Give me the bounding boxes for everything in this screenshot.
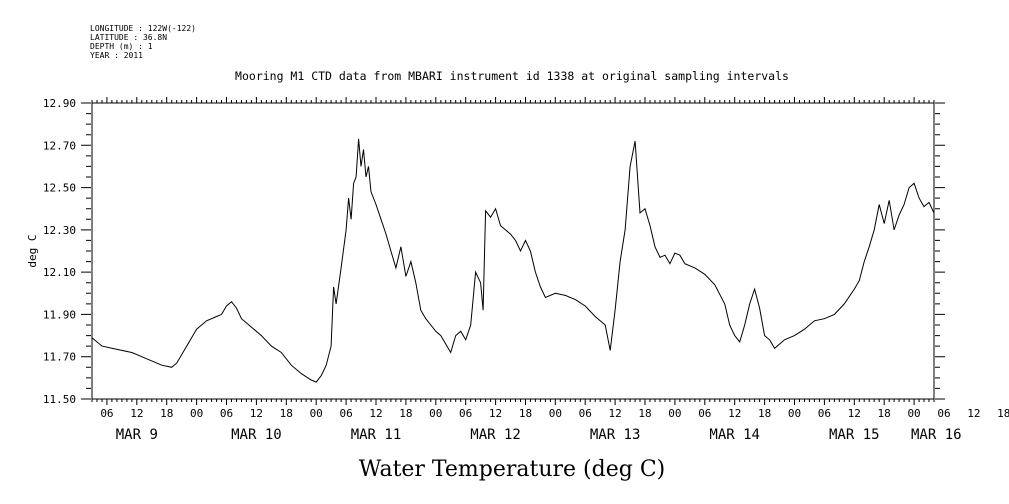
- x-hour-label: 12: [848, 407, 861, 420]
- x-hour-label: 18: [878, 407, 891, 420]
- x-day-label: MAR 11: [351, 427, 402, 443]
- x-day-label: MAR 14: [709, 427, 760, 443]
- x-hour-label: 00: [429, 407, 442, 420]
- y-tick-label: 12.30: [43, 224, 76, 237]
- x-day-label: MAR 13: [590, 427, 641, 443]
- meta-year: YEAR : 2011: [90, 51, 143, 60]
- x-hour-label: 00: [668, 407, 681, 420]
- x-hour-label: 06: [220, 407, 233, 420]
- x-hour-label: 18: [638, 407, 651, 420]
- x-hour-labels: 06 12 18 00 06 12 18 00 06 12 18 00 06 12 18 00 06 12 18 00…: [100, 407, 1009, 420]
- x-axis-label: Water Temperature (deg C): [359, 457, 666, 482]
- tick-marks: [81, 97, 945, 405]
- x-hour-label: 12: [250, 407, 263, 420]
- x-day-label: MAR 12: [470, 427, 521, 443]
- x-hour-label: 18: [160, 407, 173, 420]
- x-hour-label: 00: [788, 407, 801, 420]
- tick-mark-path: [81, 97, 945, 405]
- x-hour-label: 06: [698, 407, 711, 420]
- y-axis-label: deg C: [26, 234, 39, 267]
- x-hour-label: 06: [339, 407, 352, 420]
- x-hour-label: 18: [758, 407, 771, 420]
- x-hour-label: 00: [310, 407, 323, 420]
- x-hour-label: 18: [519, 407, 532, 420]
- x-hour-label: 18: [280, 407, 293, 420]
- x-hour-label: 18: [997, 407, 1009, 420]
- chart-title: Mooring M1 CTD data from MBARI instrumen…: [235, 69, 789, 83]
- x-hour-label: 00: [549, 407, 562, 420]
- y-tick-labels: 11.50 11.70 11.90 12.10 12.30 12.50 12.70 12.90: [43, 97, 76, 406]
- x-hour-label: 00: [190, 407, 203, 420]
- x-hour-label: 12: [728, 407, 741, 420]
- x-hour-label: 12: [967, 407, 980, 420]
- y-tick-label: 12.50: [43, 182, 76, 195]
- x-hour-label: 06: [459, 407, 472, 420]
- y-tick-label: 11.90: [43, 308, 76, 321]
- y-tick-label: 11.70: [43, 351, 76, 364]
- series-line: [91, 113, 935, 383]
- x-hour-label: 06: [579, 407, 592, 420]
- y-tick-label: 12.90: [43, 97, 76, 110]
- meta-block: LONGITUDE : 122W(-122) LATITUDE : 36.8N …: [90, 24, 196, 60]
- y-tick-label: 12.70: [43, 139, 76, 152]
- x-hour-label: 12: [609, 407, 622, 420]
- meta-latitude: LATITUDE : 36.8N: [90, 33, 167, 42]
- x-day-label: MAR 9: [116, 427, 158, 443]
- x-day-label: MAR 10: [231, 427, 282, 443]
- x-hour-label: 18: [399, 407, 412, 420]
- meta-longitude: LONGITUDE : 122W(-122): [90, 24, 196, 33]
- x-hour-label: 06: [937, 407, 950, 420]
- x-hour-label: 12: [369, 407, 382, 420]
- x-hour-label: 06: [818, 407, 831, 420]
- x-day-label: MAR 16: [911, 427, 962, 443]
- x-hour-label: 12: [130, 407, 143, 420]
- x-hour-label: 12: [489, 407, 502, 420]
- plot-frame: [91, 102, 935, 400]
- x-day-labels: MAR 9 MAR 10 MAR 11 MAR 12 MAR 13 MAR 14 MAR 1…: [116, 427, 962, 443]
- x-day-label: MAR 15: [829, 427, 880, 443]
- meta-depth: DEPTH (m) : 1: [90, 42, 153, 51]
- x-hour-label: 00: [907, 407, 920, 420]
- x-hour-label: 06: [100, 407, 113, 420]
- y-tick-label: 12.10: [43, 266, 76, 279]
- y-tick-label: 11.50: [43, 393, 76, 406]
